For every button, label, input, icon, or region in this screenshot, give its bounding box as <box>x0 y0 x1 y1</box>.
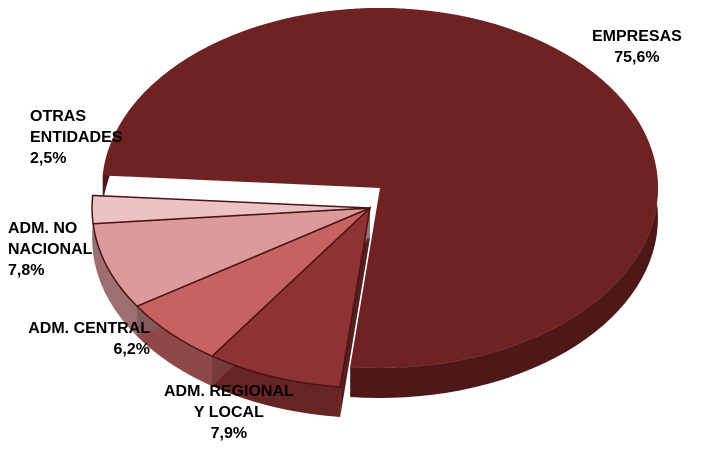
slice-4-top <box>91 194 371 225</box>
slice-tops <box>91 8 659 388</box>
slice-label-otras-entidades-line-2: ENTIDADES <box>30 129 123 146</box>
slice-1-top <box>210 205 372 388</box>
slice-label-adm-no-nacional-line-2: NACIONAL <box>8 241 93 258</box>
slice-label-empresas-line-1: EMPRESAS <box>592 28 682 45</box>
slice-value-adm-central: 6,2% <box>113 341 150 358</box>
slice-label-otras-entidades: OTRAS ENTIDADES 2,5% <box>30 106 140 169</box>
slice-1-side <box>212 356 341 417</box>
slice-1-cut-face-1 <box>340 208 370 417</box>
slice-label-otras-entidades-line-1: OTRAS <box>30 108 86 125</box>
slice-value-adm-no-nacional: 7,8% <box>8 262 45 279</box>
slice-value-otras-entidades: 2,5% <box>30 150 67 167</box>
slice-value-empresas: 75,6% <box>614 49 660 66</box>
slice-0-top <box>102 8 659 368</box>
slice-label-adm-regional: ADM. REGIONAL Y LOCAL 7,9% <box>164 381 294 444</box>
slice-label-empresas: EMPRESAS 75,6% <box>592 26 682 68</box>
slice-label-adm-central-line-1: ADM. CENTRAL <box>28 320 150 337</box>
slice-label-adm-no-nacional-line-1: ADM. NO <box>8 220 78 237</box>
slice-label-adm-central: ADM. CENTRAL 6,2% <box>20 318 150 360</box>
slice-label-adm-regional-line-1: ADM. REGIONAL <box>164 383 294 400</box>
slice-label-adm-regional-line-2: Y LOCAL <box>193 404 264 421</box>
slice-3-top <box>92 207 371 308</box>
slice-value-adm-regional: 7,9% <box>210 425 248 442</box>
slice-label-adm-no-nacional: ADM. NO NACIONAL 7,8% <box>8 218 118 281</box>
